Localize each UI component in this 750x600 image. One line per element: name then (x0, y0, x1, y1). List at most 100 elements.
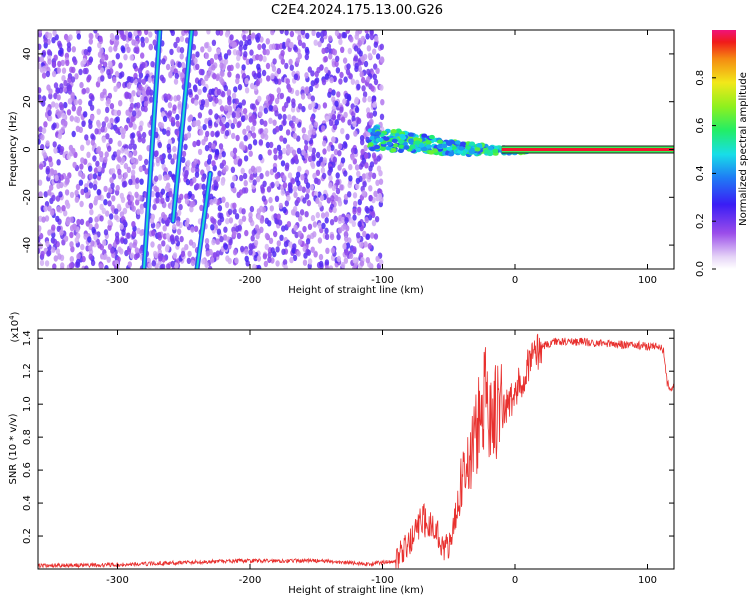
heatmap-cell (191, 44, 197, 51)
heatmap-cell (365, 233, 371, 240)
heatmap-cell (242, 108, 248, 115)
heatmap-cell (47, 109, 52, 117)
heatmap-cell (286, 221, 292, 228)
heatmap-cell (231, 132, 236, 140)
heatmap-cell (454, 140, 461, 145)
heatmap-cell (262, 180, 267, 187)
heatmap-cell (131, 205, 136, 212)
heatmap-cell (240, 167, 245, 175)
heatmap-cell (301, 105, 306, 113)
heatmap-cell (198, 183, 203, 190)
heatmap-cell (319, 64, 324, 71)
heatmap-cell (68, 262, 74, 269)
heatmap-cell (342, 32, 348, 39)
heatmap-cell (104, 54, 109, 61)
heatmap-cell (290, 158, 295, 165)
heatmap-cell (383, 136, 390, 141)
heatmap-cell (115, 127, 120, 134)
heatmap-cell (195, 51, 200, 58)
heatmap-cell (380, 99, 385, 106)
heatmap-cell (262, 55, 267, 63)
heatmap-cell (282, 119, 287, 126)
heatmap-cell (63, 235, 69, 242)
x-tick-label: -100 (371, 575, 394, 586)
heatmap-cell (281, 225, 286, 232)
heatmap-cell (251, 229, 256, 236)
heatmap-cell (250, 235, 255, 242)
heatmap-cell (342, 243, 347, 250)
colorbar-tick-label: 0.2 (695, 213, 706, 229)
heatmap-cell (460, 141, 466, 146)
heatmap-cell (167, 153, 172, 160)
heatmap-cell (45, 240, 50, 248)
heatmap-cell (335, 67, 341, 74)
heatmap-cell (259, 172, 264, 180)
heatmap-cell (132, 149, 138, 156)
heatmap-cell (265, 62, 271, 70)
heatmap-cell (306, 199, 312, 207)
heatmap-cell (179, 53, 184, 60)
heatmap-cell (172, 223, 177, 231)
heatmap-cell (407, 132, 414, 137)
heatmap-cell (280, 58, 285, 65)
heatmap-cell (159, 122, 165, 129)
heatmap-cell (346, 95, 352, 102)
heatmap-cell (284, 200, 289, 207)
heatmap-cell (123, 162, 129, 170)
heatmap-cell (101, 207, 107, 214)
heatmap-cell (331, 114, 336, 121)
heatmap-cell (230, 122, 235, 130)
heatmap-cell (149, 89, 154, 96)
heatmap-cell (51, 231, 56, 239)
heatmap-cell (361, 76, 366, 84)
heatmap-cell (64, 52, 70, 59)
heatmap-cell (38, 62, 42, 70)
heatmap-cell (243, 135, 248, 142)
heatmap-cell (398, 139, 405, 144)
heatmap-cell (345, 68, 351, 76)
heatmap-cell (390, 129, 397, 134)
heatmap-cell (131, 39, 136, 46)
heatmap-cell (170, 66, 175, 73)
heatmap-cell (213, 197, 218, 204)
heatmap-cell (351, 220, 356, 227)
heatmap-cell (212, 73, 217, 80)
heatmap-cell (45, 70, 51, 78)
heatmap-cell (327, 169, 332, 176)
heatmap-cell (144, 158, 149, 166)
heatmap-cell (221, 91, 226, 98)
heatmap-cell (211, 39, 217, 46)
heatmap-cell (96, 189, 102, 196)
colorbar-ticks: 0.0 0.2 0.4 0.6 0.8 (695, 70, 716, 277)
heatmap-cell (180, 61, 186, 69)
heatmap-cell (349, 36, 354, 43)
heatmap-cell (74, 189, 79, 197)
heatmap-cell (390, 147, 397, 153)
heatmap-cell (51, 194, 56, 202)
heatmap-cell (366, 76, 371, 83)
heatmap-cell (193, 158, 198, 165)
heatmap-cell (261, 69, 267, 77)
heatmap-cell (210, 130, 215, 138)
heatmap-cell (361, 173, 367, 180)
heatmap-cell (267, 149, 272, 156)
colorbar-label: Normalized spectral amplitude (738, 72, 749, 226)
heatmap-cell (91, 226, 96, 234)
heatmap-cell (69, 241, 74, 248)
heatmap-cell (359, 71, 364, 78)
heatmap-streak-core (196, 172, 212, 269)
heatmap-cell (276, 87, 281, 94)
heatmap-cell (305, 248, 310, 255)
heatmap-cell (188, 88, 193, 96)
heatmap-cell (47, 115, 53, 122)
heatmap-cell (69, 256, 75, 263)
heatmap-cell (368, 119, 373, 126)
heatmap-cell (465, 145, 472, 150)
heatmap-cell (179, 35, 185, 42)
heatmap-cell (189, 206, 194, 213)
heatmap-cell (282, 113, 287, 121)
heatmap-cell (193, 57, 198, 65)
heatmap-cell (375, 179, 380, 186)
heatmap-cell (52, 30, 57, 37)
heatmap-cell (163, 93, 168, 100)
